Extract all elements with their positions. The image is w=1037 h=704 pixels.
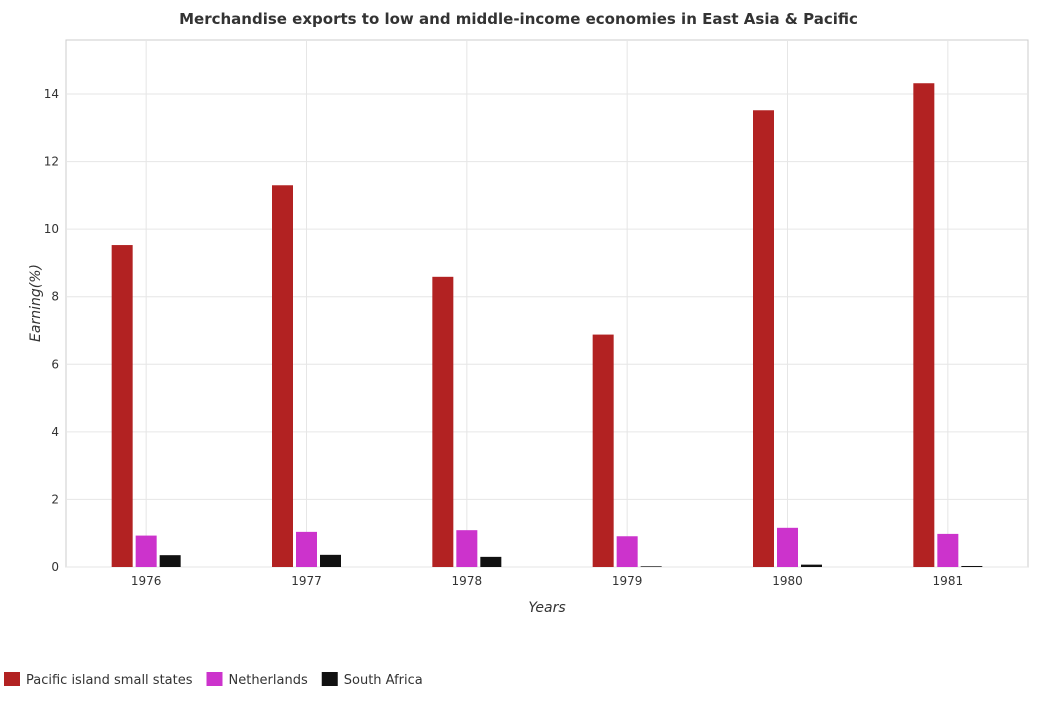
x-tick-label: 1977 bbox=[291, 574, 322, 588]
x-tick-label: 1978 bbox=[452, 574, 483, 588]
bar bbox=[480, 556, 502, 567]
bar bbox=[913, 83, 935, 567]
bar bbox=[616, 536, 638, 567]
grid-layer bbox=[66, 40, 1028, 568]
chart-title: Merchandise exports to low and middle-in… bbox=[179, 10, 858, 28]
bar bbox=[111, 245, 133, 567]
bar bbox=[159, 555, 181, 567]
x-tick-label: 1980 bbox=[772, 574, 803, 588]
bars-layer bbox=[111, 83, 983, 568]
bar bbox=[777, 527, 798, 567]
legend-label: Pacific island small states bbox=[26, 673, 193, 688]
bar bbox=[296, 531, 317, 567]
y-tick-label: 0 bbox=[51, 560, 59, 574]
y-tick-label: 10 bbox=[44, 222, 59, 236]
plot-area bbox=[65, 39, 1029, 568]
legend: Pacific island small states Netherlands So… bbox=[4, 672, 423, 688]
y-tick-label: 12 bbox=[44, 155, 59, 169]
bar bbox=[272, 185, 293, 567]
legend-swatch bbox=[321, 672, 338, 686]
bar bbox=[432, 276, 454, 567]
y-axis-label: Earning(%) bbox=[28, 264, 44, 342]
x-axis-label: Years bbox=[528, 600, 565, 616]
bar bbox=[456, 530, 478, 567]
bar bbox=[320, 554, 341, 567]
x-tick-label: 1981 bbox=[933, 574, 964, 588]
bar bbox=[801, 564, 822, 567]
y-tick-label: 8 bbox=[51, 290, 59, 304]
bar bbox=[135, 535, 157, 567]
x-ticks-layer: 1976 1977 1978 1979 1980 1981 bbox=[131, 574, 963, 588]
legend-label: South Africa bbox=[344, 673, 423, 688]
bar bbox=[937, 533, 959, 567]
x-tick-label: 1979 bbox=[612, 574, 643, 588]
y-ticks-layer: 0 2 4 6 8 10 12 14 bbox=[44, 87, 59, 574]
bar bbox=[592, 334, 614, 567]
legend-label: Netherlands bbox=[229, 673, 308, 688]
legend-swatch bbox=[4, 672, 20, 686]
x-tick-label: 1976 bbox=[131, 574, 162, 588]
legend-swatch bbox=[206, 672, 223, 686]
y-tick-label: 2 bbox=[51, 492, 59, 506]
y-tick-label: 4 bbox=[51, 425, 59, 439]
bar bbox=[961, 565, 983, 567]
y-tick-label: 14 bbox=[44, 87, 59, 101]
bar bbox=[640, 566, 662, 567]
bar bbox=[753, 110, 774, 568]
y-tick-label: 6 bbox=[51, 357, 59, 371]
